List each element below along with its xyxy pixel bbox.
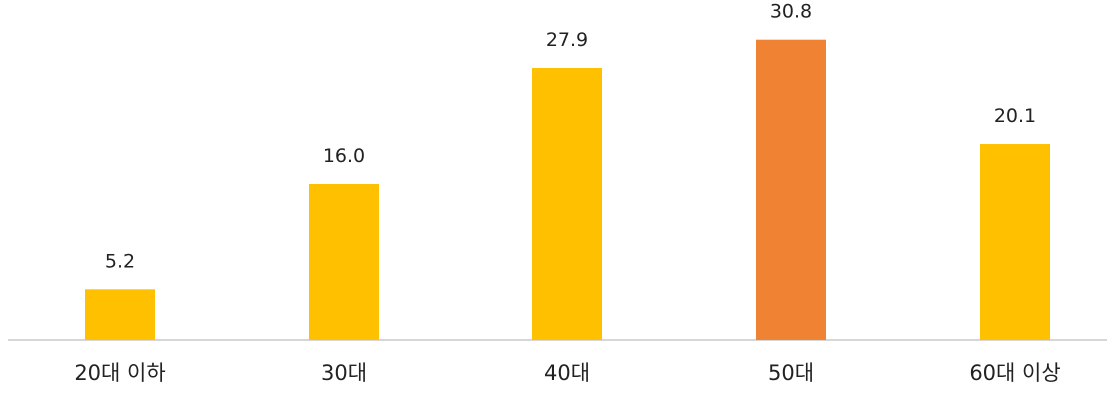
category-label-3: 40대 [544,361,590,385]
bar-5 [980,144,1050,340]
bar-3 [532,67,602,340]
bars-group [85,39,1050,340]
category-label-5: 60대 이상 [969,361,1060,385]
bar-1 [85,289,155,340]
bar-4 [756,39,826,340]
category-label-2: 30대 [321,361,367,385]
category-labels-group: 20대 이하 30대 40대 50대 60대 이상 [74,361,1060,385]
value-label-2: 16.0 [323,145,365,167]
value-label-4: 30.8 [770,1,812,23]
value-labels-group: 5.2 16.0 27.9 30.8 20.1 [105,1,1036,273]
category-label-1: 20대 이하 [74,361,165,385]
category-label-4: 50대 [768,361,814,385]
bar-2 [309,184,379,340]
value-label-5: 20.1 [994,105,1036,127]
value-label-1: 5.2 [105,250,135,272]
value-label-3: 27.9 [546,29,588,51]
